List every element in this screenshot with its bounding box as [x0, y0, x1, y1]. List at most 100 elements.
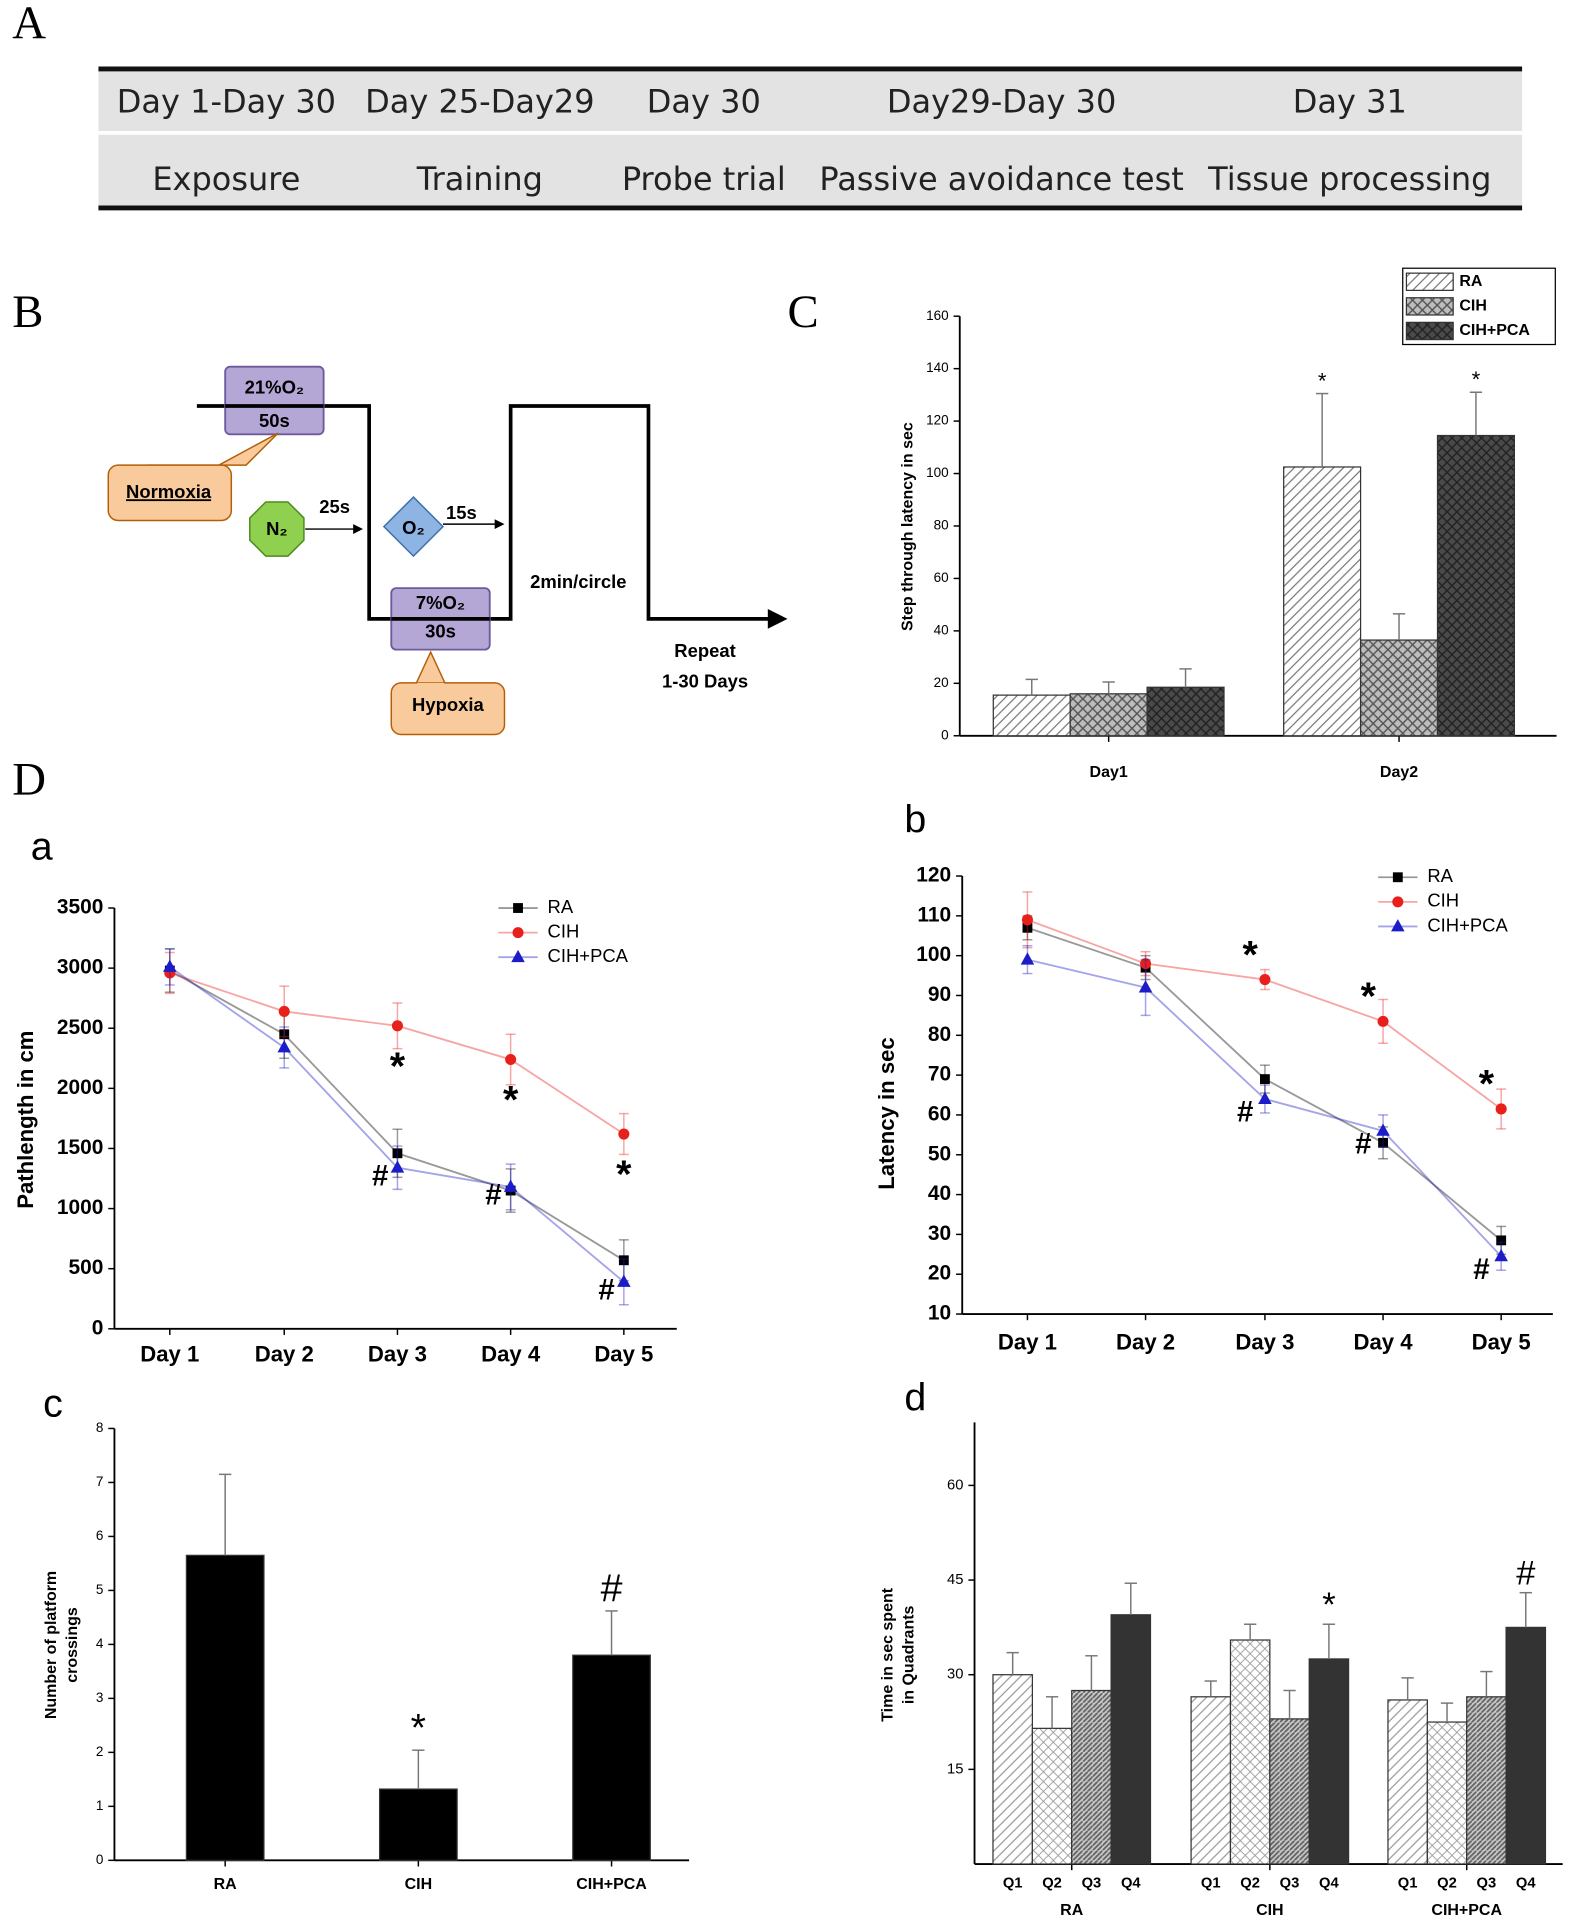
bar	[1426, 1721, 1468, 1865]
y-tick-label: 30	[947, 1667, 963, 1683]
y-tick-label: 1000	[57, 1196, 104, 1219]
y-tick-label: 140	[926, 360, 949, 375]
bar	[185, 1554, 265, 1861]
series-tick-label: Q4	[1319, 1876, 1339, 1892]
bar	[1359, 639, 1439, 737]
significance-mark: #	[1237, 1096, 1253, 1129]
callout-tail	[147, 432, 279, 466]
data-point	[505, 1053, 517, 1066]
y-tick-label: 0	[941, 727, 949, 742]
arrow-head	[494, 519, 505, 530]
repeat-label: Repeat	[674, 640, 735, 661]
x-tick-label: Day 2	[255, 1342, 314, 1367]
callout-tail	[414, 650, 447, 685]
callout-text: Normoxia	[126, 481, 212, 502]
series-tick-label: Q1	[1201, 1876, 1221, 1892]
data-point	[618, 1128, 630, 1140]
data-point	[277, 1040, 292, 1053]
data-point	[391, 1020, 403, 1032]
y-tick-label: 8	[96, 1420, 104, 1435]
y-tick-label: 45	[947, 1572, 963, 1588]
y-tick-label: 2	[96, 1744, 104, 1759]
box-text: 30s	[425, 620, 456, 641]
y-tick-label: 60	[928, 1102, 951, 1125]
data-point	[1259, 974, 1271, 986]
x-tick-label: Day 4	[1354, 1329, 1414, 1354]
y-axis-label: Number of platform	[43, 1571, 60, 1719]
data-point	[279, 1029, 290, 1040]
data-point	[1260, 1074, 1270, 1085]
significance-mark: #	[1516, 1555, 1535, 1593]
normoxia-callout	[107, 464, 233, 522]
data-point	[390, 1160, 405, 1173]
x-tick-label: Day 5	[594, 1342, 653, 1367]
series-tick-label: Q4	[1121, 1876, 1141, 1892]
bar	[1269, 1718, 1310, 1865]
bar	[1190, 1696, 1232, 1865]
table-cell: Passive avoidance test	[819, 160, 1183, 198]
y-tick-label: 7	[96, 1474, 104, 1489]
y-axis-label: Step through latency in sec	[899, 422, 916, 631]
y-tick-label: 110	[917, 903, 951, 926]
significance-mark: #	[601, 1567, 623, 1611]
bar	[1436, 434, 1516, 737]
y-tick-label: 500	[68, 1256, 103, 1279]
x-tick-label: CIH+PCA	[576, 1876, 647, 1893]
repeat-label: 1-30 Days	[662, 671, 748, 692]
legend-label: CIH+PCA	[1459, 322, 1530, 339]
series-tick-label: Q2	[1042, 1876, 1062, 1892]
data-point	[163, 959, 177, 972]
y-tick-label: 70	[928, 1063, 951, 1086]
series-tick-label: Q4	[1516, 1876, 1536, 1892]
y-axis-label: Latency in sec	[874, 1037, 899, 1189]
legend-label: CIH	[1427, 890, 1459, 911]
data-point	[618, 1255, 629, 1266]
hypoxia-callout	[390, 682, 506, 736]
x-tick-label: Day 3	[1235, 1329, 1294, 1354]
gas-label: O₂	[402, 517, 425, 538]
time-label: 25s	[319, 496, 350, 517]
y-axis-label: Pathlength in cm	[13, 1031, 38, 1209]
y-tick-label: 3	[96, 1690, 104, 1705]
y-tick-label: 1	[96, 1798, 104, 1813]
legend-label: RA	[548, 896, 574, 917]
x-tick-label: Day 2	[1116, 1329, 1175, 1354]
legend-label: CIH+PCA	[548, 945, 629, 966]
y-tick-label: 2000	[57, 1076, 104, 1099]
legend-marker	[1392, 872, 1403, 883]
table-cell: Training	[416, 160, 543, 198]
table-cell: Day 30	[647, 82, 761, 120]
panel-label: C	[788, 286, 819, 338]
x-tick-label: Day1	[1090, 764, 1128, 781]
y-tick-label: 100	[926, 465, 949, 480]
box-text: 50s	[259, 410, 290, 431]
bar	[572, 1654, 651, 1861]
bar	[378, 1788, 458, 1861]
table-cell: Tissue processing	[1207, 160, 1491, 198]
data-point	[278, 1005, 290, 1017]
significance-mark: *	[616, 1153, 632, 1197]
panel-label: B	[12, 286, 43, 338]
x-tick-label: CIH+PCA	[1431, 1902, 1502, 1919]
significance-mark: *	[1322, 1586, 1335, 1624]
x-tick-label: Day 3	[368, 1342, 427, 1367]
series-tick-label: Q3	[1477, 1876, 1497, 1892]
y-tick-label: 90	[928, 983, 951, 1006]
data-point	[1140, 958, 1152, 970]
x-tick-label: CIH	[1256, 1902, 1284, 1919]
y-tick-label: 15	[947, 1761, 963, 1777]
bar	[1110, 1614, 1152, 1865]
bar	[1229, 1639, 1271, 1865]
data-point	[503, 1179, 518, 1192]
significance-mark: #	[1473, 1253, 1489, 1286]
y-tick-label: 10	[928, 1302, 951, 1325]
y-tick-label: 0	[92, 1316, 104, 1339]
table-cell: Day 1-Day 30	[117, 82, 336, 120]
bar	[1387, 1699, 1428, 1865]
bar	[1466, 1696, 1507, 1865]
significance-mark: *	[1242, 933, 1258, 977]
cycle-label: 2min/circle	[530, 571, 626, 592]
box-text: 7%O₂	[416, 592, 465, 613]
y-tick-label: 50	[928, 1142, 951, 1165]
